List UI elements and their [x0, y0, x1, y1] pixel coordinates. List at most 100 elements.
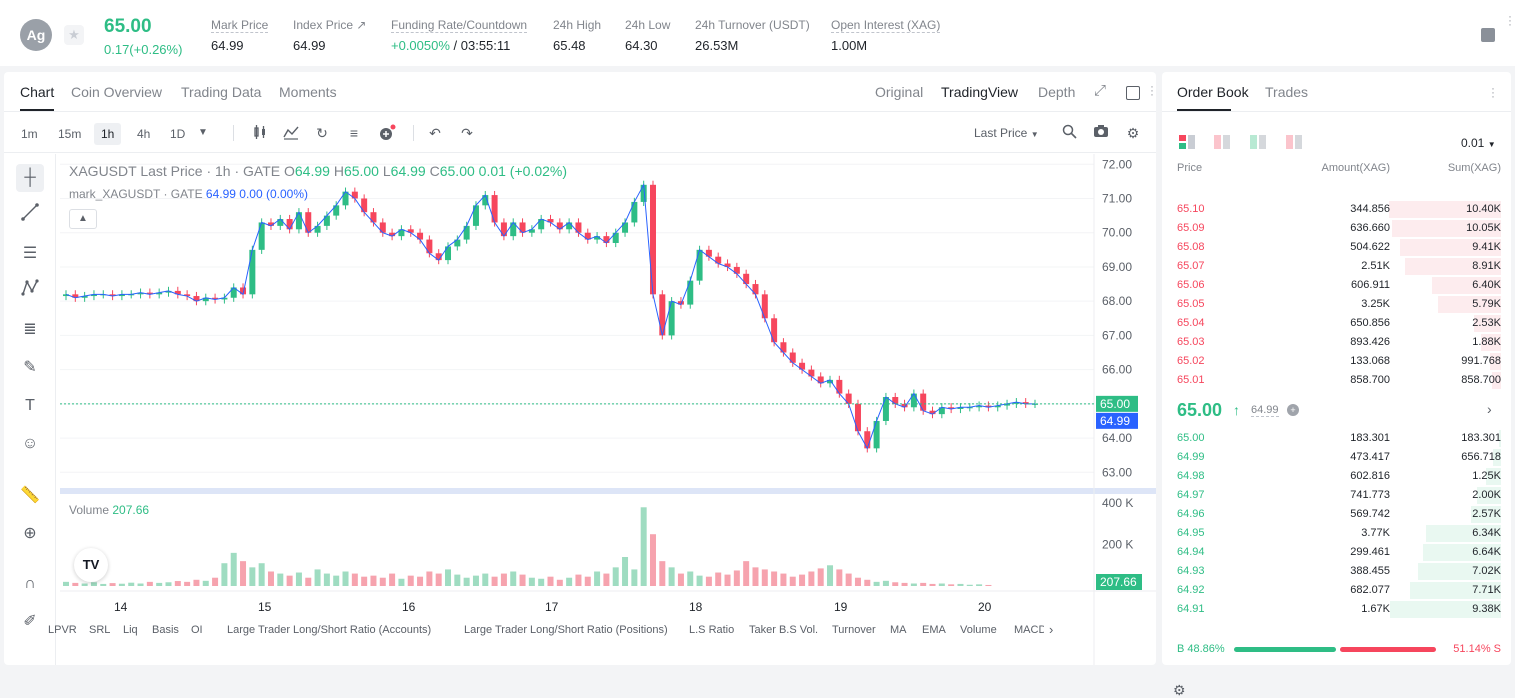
indicator-basis[interactable]: Basis [152, 624, 179, 636]
candle-body [901, 403, 908, 408]
more-vertical-icon[interactable]: · · · [1508, 9, 1512, 31]
price-type-select[interactable]: Last Price ▼ [974, 126, 1039, 140]
redo-icon[interactable]: ↷ [461, 125, 473, 141]
fullscreen-icon[interactable]: ⤢ [1094, 82, 1107, 99]
camera-icon[interactable] [1092, 124, 1110, 142]
ask-row[interactable]: 65.01 858.700 858.700 [1162, 371, 1511, 390]
replay-icon[interactable]: ↻ [316, 125, 328, 141]
indicator-ma[interactable]: MA [890, 624, 907, 636]
timeframe-1h[interactable]: 1h [94, 123, 122, 145]
legend-collapse-button[interactable]: ▲ [69, 209, 97, 229]
indicator-liq[interactable]: Liq [123, 624, 138, 636]
stat-open-interest[interactable]: Open Interest (XAG) 1.00M [831, 18, 941, 53]
trend-line-icon[interactable] [16, 202, 44, 230]
mark-info-icon[interactable]: + [1287, 404, 1299, 416]
view-asks-icon[interactable] [1214, 135, 1230, 149]
indicator-turnover[interactable]: Turnover [832, 624, 876, 636]
zoom-in-icon[interactable]: ⊕ [23, 525, 37, 542]
undo-icon[interactable]: ↶ [429, 125, 441, 141]
bid-price: 64.94 [1177, 546, 1205, 558]
ruler-icon[interactable]: 📏 [20, 487, 40, 504]
bid-row[interactable]: 64.91 1.67K 9.38K [1162, 600, 1511, 619]
pencil-lock-icon[interactable]: ✐ [23, 613, 37, 630]
ask-row[interactable]: 65.09 636.660 10.05K [1162, 219, 1511, 238]
bid-row[interactable]: 64.96 569.742 2.57K [1162, 505, 1511, 524]
ask-row[interactable]: 65.03 893.426 1.88K [1162, 333, 1511, 352]
indicator-srl[interactable]: SRL [89, 624, 111, 636]
indicator-ema[interactable]: EMA [922, 624, 946, 636]
tab-chart[interactable]: Chart [20, 84, 55, 111]
indicator-ls-ratio[interactable]: L.S Ratio [689, 624, 735, 636]
bid-row[interactable]: 64.94 299.461 6.64K [1162, 543, 1511, 562]
bid-row[interactable]: 64.97 741.773 2.00K [1162, 486, 1511, 505]
tab-coin-overview[interactable]: Coin Overview [71, 84, 163, 100]
indicator-lpvr[interactable]: LPVR [48, 624, 77, 636]
view-depth[interactable]: Depth [1038, 84, 1076, 100]
ask-row[interactable]: 65.07 2.51K 8.91K [1162, 257, 1511, 276]
indicators-icon[interactable] [282, 124, 300, 142]
crosshair-icon[interactable]: ┼ [16, 164, 44, 192]
volume-bar [417, 576, 424, 586]
horizontal-lines-icon[interactable]: ☰ [22, 245, 38, 262]
stat-funding-rate[interactable]: Funding Rate/Countdown +0.0050% / 03:55:… [391, 18, 528, 53]
indicator-scroll-right-icon[interactable]: › [1049, 622, 1054, 637]
bid-row[interactable]: 64.93 388.455 7.02K [1162, 562, 1511, 581]
axis-settings-icon[interactable]: ⚙ [1173, 682, 1186, 698]
tab-moments[interactable]: Moments [279, 84, 337, 100]
tab-order-book[interactable]: Order Book [1177, 84, 1249, 111]
ask-row[interactable]: 65.08 504.622 9.41K [1162, 238, 1511, 257]
tab-trades[interactable]: Trades [1265, 84, 1309, 100]
candlestick-chart-svg[interactable]: 72.00 71.00 70.00 69.00 68.00 67.00 66.00 65.00… [60, 154, 1156, 665]
ask-row[interactable]: 65.10 344.856 10.40K [1162, 200, 1511, 219]
book-icon[interactable] [1481, 28, 1495, 42]
timeframe-dropdown-icon[interactable]: ▼ [198, 127, 208, 138]
ask-row[interactable]: 65.02 133.068 991.768 [1162, 352, 1511, 371]
indicator-macd[interactable]: MACD [1014, 624, 1044, 636]
bid-row[interactable]: 64.99 473.417 656.718 [1162, 448, 1511, 467]
settings-gear-icon[interactable]: ⚙ [1126, 125, 1140, 141]
tab-trading-data[interactable]: Trading Data [181, 84, 262, 100]
stat-index-price[interactable]: Index Price ↗ 64.99 [293, 18, 366, 53]
precision-select[interactable]: 0.01 ▼ [1461, 136, 1496, 150]
panel-more-icon[interactable]: · · · [1150, 79, 1154, 101]
bid-row[interactable]: 64.92 682.077 7.71K [1162, 581, 1511, 600]
timeframe-1m[interactable]: 1m [21, 127, 38, 141]
indicator-large-trader-accounts[interactable]: Large Trader Long/Short Ratio (Accounts) [227, 624, 432, 636]
brush-icon[interactable]: ✎ [23, 359, 37, 376]
indicator-oi[interactable]: OI [191, 624, 203, 636]
timeframe-15m[interactable]: 15m [58, 127, 82, 141]
price-chart[interactable]: 72.00 71.00 70.00 69.00 68.00 67.00 66.00 65.00… [60, 154, 1186, 698]
view-both-icon[interactable] [1179, 135, 1195, 149]
pattern-icon[interactable] [16, 278, 44, 306]
candle-type-icon[interactable] [251, 124, 269, 142]
text-tool-icon[interactable]: T [25, 397, 35, 414]
ask-row[interactable]: 65.04 650.856 2.53K [1162, 314, 1511, 333]
window-icon[interactable] [1126, 86, 1140, 100]
bid-row[interactable]: 64.98 602.816 1.25K [1162, 467, 1511, 486]
ask-row[interactable]: 65.06 606.911 6.40K [1162, 276, 1511, 295]
templates-icon[interactable]: ≡ [349, 125, 359, 141]
bid-row[interactable]: 65.00 183.301 183.301 [1162, 429, 1511, 448]
tradingview-logo[interactable]: TV [74, 548, 108, 582]
favorite-star-icon[interactable]: ★ [64, 25, 84, 45]
view-tradingview[interactable]: TradingView [941, 84, 1019, 100]
emoji-icon[interactable]: ☺ [21, 435, 39, 452]
orderbook-more-icon[interactable]: · · · [1491, 81, 1495, 103]
view-original[interactable]: Original [875, 84, 924, 100]
search-icon[interactable] [1060, 124, 1078, 142]
ask-row[interactable]: 65.05 3.25K 5.79K [1162, 295, 1511, 314]
fib-retracement-icon[interactable]: ≣ [23, 321, 37, 338]
indicator-taker-bs-vol[interactable]: Taker B.S Vol. [749, 624, 819, 636]
pane-separator [60, 488, 1156, 494]
bid-row[interactable]: 64.95 3.77K 6.34K [1162, 524, 1511, 543]
timeframe-4h[interactable]: 4h [137, 127, 151, 141]
timeframe-1d[interactable]: 1D [170, 127, 186, 141]
magnet-icon[interactable]: ∩ [24, 575, 36, 592]
add-alert-icon[interactable] [378, 124, 396, 142]
indicator-volume[interactable]: Volume [960, 624, 997, 636]
stat-mark-price[interactable]: Mark Price 64.99 [211, 18, 269, 53]
view-split-icon[interactable] [1286, 135, 1302, 149]
chevron-right-icon[interactable]: › [1487, 401, 1492, 417]
view-bids-icon[interactable] [1250, 135, 1266, 149]
indicator-large-trader-positions[interactable]: Large Trader Long/Short Ratio (Positions… [464, 624, 668, 636]
